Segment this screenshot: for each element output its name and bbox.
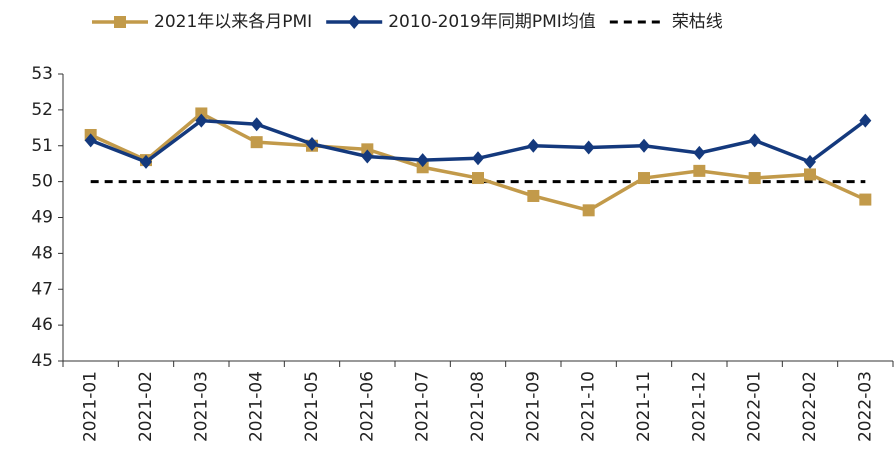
marker: [195, 113, 208, 128]
marker: [416, 161, 429, 174]
marker: [416, 153, 429, 168]
marker: [582, 140, 595, 155]
marker: [472, 172, 484, 185]
marker: [348, 15, 361, 29]
marker: [361, 143, 374, 156]
x-tick-label: 2022-03: [855, 371, 875, 442]
marker: [748, 133, 761, 148]
marker: [140, 154, 152, 169]
x-tick-label: 2022-01: [745, 371, 765, 442]
x-tick-label: 2022-02: [800, 371, 820, 442]
x-tick-label: 2021-05: [302, 371, 322, 442]
marker: [859, 193, 872, 206]
marker: [804, 168, 816, 181]
marker: [250, 117, 263, 132]
x-tick-label: 2021-02: [136, 371, 156, 442]
marker: [114, 16, 126, 28]
legend-label: 2021年以来各月PMI: [154, 12, 312, 32]
marker: [361, 149, 374, 164]
x-tick-label: 2021-04: [247, 371, 267, 442]
x-tick-label: 2021-11: [634, 371, 654, 442]
marker: [527, 189, 540, 202]
marker: [84, 133, 97, 148]
marker: [250, 136, 263, 149]
marker: [306, 136, 318, 151]
y-tick-label: 46: [31, 315, 53, 335]
x-tick-label: 2021-06: [357, 371, 377, 442]
x-tick-label: 2021-08: [468, 371, 488, 442]
marker: [693, 145, 706, 160]
x-tick-label: 2021-12: [689, 371, 709, 442]
x-tick-label: 2021-01: [81, 371, 101, 442]
y-tick-label: 52: [31, 100, 53, 120]
marker: [859, 113, 872, 128]
legend-label: 2010-2019年同期PMI均值: [388, 12, 596, 32]
y-tick-label: 47: [31, 279, 53, 299]
marker: [693, 164, 706, 177]
x-tick-label: 2021-03: [191, 371, 211, 442]
legend-label: 荣枯线: [672, 12, 723, 32]
marker: [748, 172, 761, 185]
x-tick-label: 2021-09: [523, 371, 543, 442]
marker: [582, 204, 595, 217]
marker: [527, 138, 540, 153]
y-tick-label: 51: [31, 136, 53, 156]
y-tick-label: 50: [31, 172, 53, 192]
y-tick-label: 45: [31, 351, 53, 371]
marker: [638, 172, 650, 185]
marker: [472, 151, 484, 166]
y-tick-label: 48: [31, 243, 53, 263]
y-tick-label: 49: [31, 208, 53, 228]
y-tick-label: 53: [31, 64, 53, 84]
x-tick-label: 2021-07: [413, 371, 433, 442]
marker: [195, 107, 208, 120]
marker: [638, 138, 650, 153]
x-tick-label: 2021-10: [579, 371, 599, 442]
marker: [804, 154, 816, 169]
